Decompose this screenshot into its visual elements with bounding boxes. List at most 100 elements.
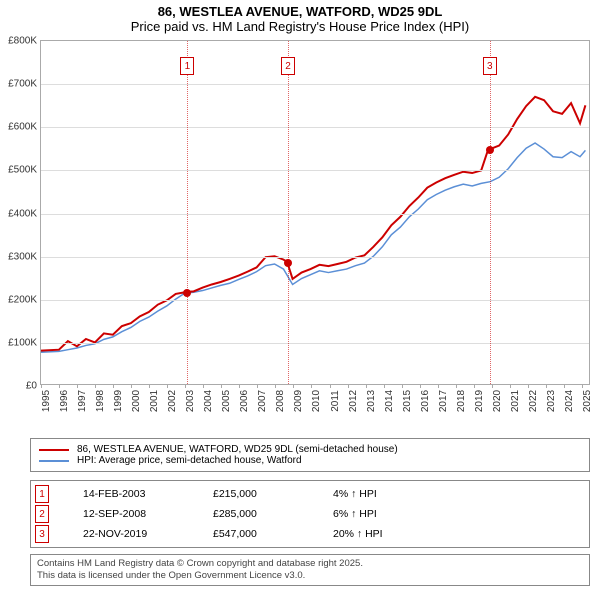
sale-marker-label: 1 bbox=[180, 57, 194, 75]
sale-hpi: 4% ↑ HPI bbox=[333, 488, 585, 500]
xtick-mark bbox=[348, 384, 349, 388]
sale-vline bbox=[490, 41, 491, 384]
sales-table: 1 14-FEB-2003£215,0004% ↑ HPI 2 12-SEP-2008… bbox=[30, 480, 590, 548]
xtick-label: 2014 bbox=[384, 390, 395, 412]
attribution: Contains HM Land Registry data © Crown c… bbox=[30, 554, 590, 586]
xtick-mark bbox=[113, 384, 114, 388]
ytick-label: £200K bbox=[0, 294, 37, 305]
sale-dot bbox=[486, 146, 494, 154]
series-line bbox=[41, 143, 585, 352]
xtick-label: 1998 bbox=[95, 390, 106, 412]
xtick-label: 2007 bbox=[257, 390, 268, 412]
title-sub: Price paid vs. HM Land Registry's House … bbox=[0, 19, 600, 34]
sale-price: £547,000 bbox=[213, 528, 333, 540]
sale-marker-label: 2 bbox=[281, 57, 295, 75]
ytick-label: £0 bbox=[0, 381, 37, 392]
xtick-mark bbox=[420, 384, 421, 388]
sale-num: 3 bbox=[35, 525, 49, 543]
sale-hpi: 20% ↑ HPI bbox=[333, 528, 585, 540]
ytick-label: £600K bbox=[0, 122, 37, 133]
sale-dot bbox=[183, 289, 191, 297]
xtick-mark bbox=[438, 384, 439, 388]
gridline bbox=[41, 300, 589, 301]
ytick-label: £400K bbox=[0, 208, 37, 219]
sale-num: 1 bbox=[35, 485, 49, 503]
xtick-mark bbox=[239, 384, 240, 388]
sales-row: 2 12-SEP-2008£285,0006% ↑ HPI bbox=[35, 504, 585, 524]
gridline bbox=[41, 214, 589, 215]
xtick-mark bbox=[185, 384, 186, 388]
xtick-mark bbox=[257, 384, 258, 388]
xtick-mark bbox=[293, 384, 294, 388]
legend-label: HPI: Average price, semi-detached house,… bbox=[77, 455, 302, 466]
xtick-mark bbox=[59, 384, 60, 388]
xtick-label: 2015 bbox=[402, 390, 413, 412]
xtick-label: 2017 bbox=[438, 390, 449, 412]
chart: £0£100K£200K£300K£400K£500K£600K£700K£80… bbox=[40, 40, 590, 425]
xtick-label: 2001 bbox=[149, 390, 160, 412]
xtick-mark bbox=[402, 384, 403, 388]
ytick-label: £300K bbox=[0, 251, 37, 262]
sale-date: 12-SEP-2008 bbox=[83, 508, 213, 520]
xtick-mark bbox=[474, 384, 475, 388]
xtick-label: 2020 bbox=[492, 390, 503, 412]
legend-swatch bbox=[39, 460, 69, 462]
xtick-mark bbox=[275, 384, 276, 388]
xtick-mark bbox=[167, 384, 168, 388]
line-layer bbox=[41, 41, 589, 384]
xtick-mark bbox=[510, 384, 511, 388]
gridline bbox=[41, 127, 589, 128]
xtick-label: 1999 bbox=[113, 390, 124, 412]
xtick-label: 2012 bbox=[348, 390, 359, 412]
title-main: 86, WESTLEA AVENUE, WATFORD, WD25 9DL bbox=[0, 4, 600, 19]
legend-label: 86, WESTLEA AVENUE, WATFORD, WD25 9DL (s… bbox=[77, 444, 398, 455]
xtick-label: 2006 bbox=[239, 390, 250, 412]
sale-hpi: 6% ↑ HPI bbox=[333, 508, 585, 520]
xtick-label: 2004 bbox=[203, 390, 214, 412]
xtick-label: 2024 bbox=[564, 390, 575, 412]
ytick-label: £800K bbox=[0, 36, 37, 47]
xtick-label: 2002 bbox=[167, 390, 178, 412]
xtick-label: 2005 bbox=[221, 390, 232, 412]
xtick-label: 2018 bbox=[456, 390, 467, 412]
title-block: 86, WESTLEA AVENUE, WATFORD, WD25 9DL Pr… bbox=[0, 0, 600, 34]
ytick-label: £700K bbox=[0, 79, 37, 90]
xtick-mark bbox=[41, 384, 42, 388]
xtick-mark bbox=[546, 384, 547, 388]
sale-price: £285,000 bbox=[213, 508, 333, 520]
xtick-label: 2013 bbox=[366, 390, 377, 412]
xtick-mark bbox=[149, 384, 150, 388]
sale-vline bbox=[288, 41, 289, 384]
legend-row: HPI: Average price, semi-detached house,… bbox=[39, 455, 581, 466]
sale-vline bbox=[187, 41, 188, 384]
sale-date: 14-FEB-2003 bbox=[83, 488, 213, 500]
sales-row: 1 14-FEB-2003£215,0004% ↑ HPI bbox=[35, 484, 585, 504]
xtick-mark bbox=[456, 384, 457, 388]
xtick-mark bbox=[492, 384, 493, 388]
xtick-label: 2008 bbox=[275, 390, 286, 412]
xtick-mark bbox=[131, 384, 132, 388]
xtick-mark bbox=[384, 384, 385, 388]
sale-num: 2 bbox=[35, 505, 49, 523]
xtick-mark bbox=[366, 384, 367, 388]
attribution-line: This data is licensed under the Open Gov… bbox=[37, 570, 583, 582]
xtick-mark bbox=[311, 384, 312, 388]
legend-row: 86, WESTLEA AVENUE, WATFORD, WD25 9DL (s… bbox=[39, 444, 581, 455]
xtick-label: 2021 bbox=[510, 390, 521, 412]
gridline bbox=[41, 84, 589, 85]
xtick-label: 2011 bbox=[330, 390, 341, 412]
gridline bbox=[41, 343, 589, 344]
xtick-label: 2019 bbox=[474, 390, 485, 412]
xtick-mark bbox=[77, 384, 78, 388]
legend-swatch bbox=[39, 449, 69, 451]
attribution-line: Contains HM Land Registry data © Crown c… bbox=[37, 558, 583, 570]
xtick-mark bbox=[203, 384, 204, 388]
ytick-label: £500K bbox=[0, 165, 37, 176]
xtick-label: 2022 bbox=[528, 390, 539, 412]
sale-price: £215,000 bbox=[213, 488, 333, 500]
xtick-mark bbox=[95, 384, 96, 388]
legend: 86, WESTLEA AVENUE, WATFORD, WD25 9DL (s… bbox=[30, 438, 590, 472]
xtick-label: 1997 bbox=[77, 390, 88, 412]
sale-marker-label: 3 bbox=[483, 57, 497, 75]
sale-dot bbox=[284, 259, 292, 267]
